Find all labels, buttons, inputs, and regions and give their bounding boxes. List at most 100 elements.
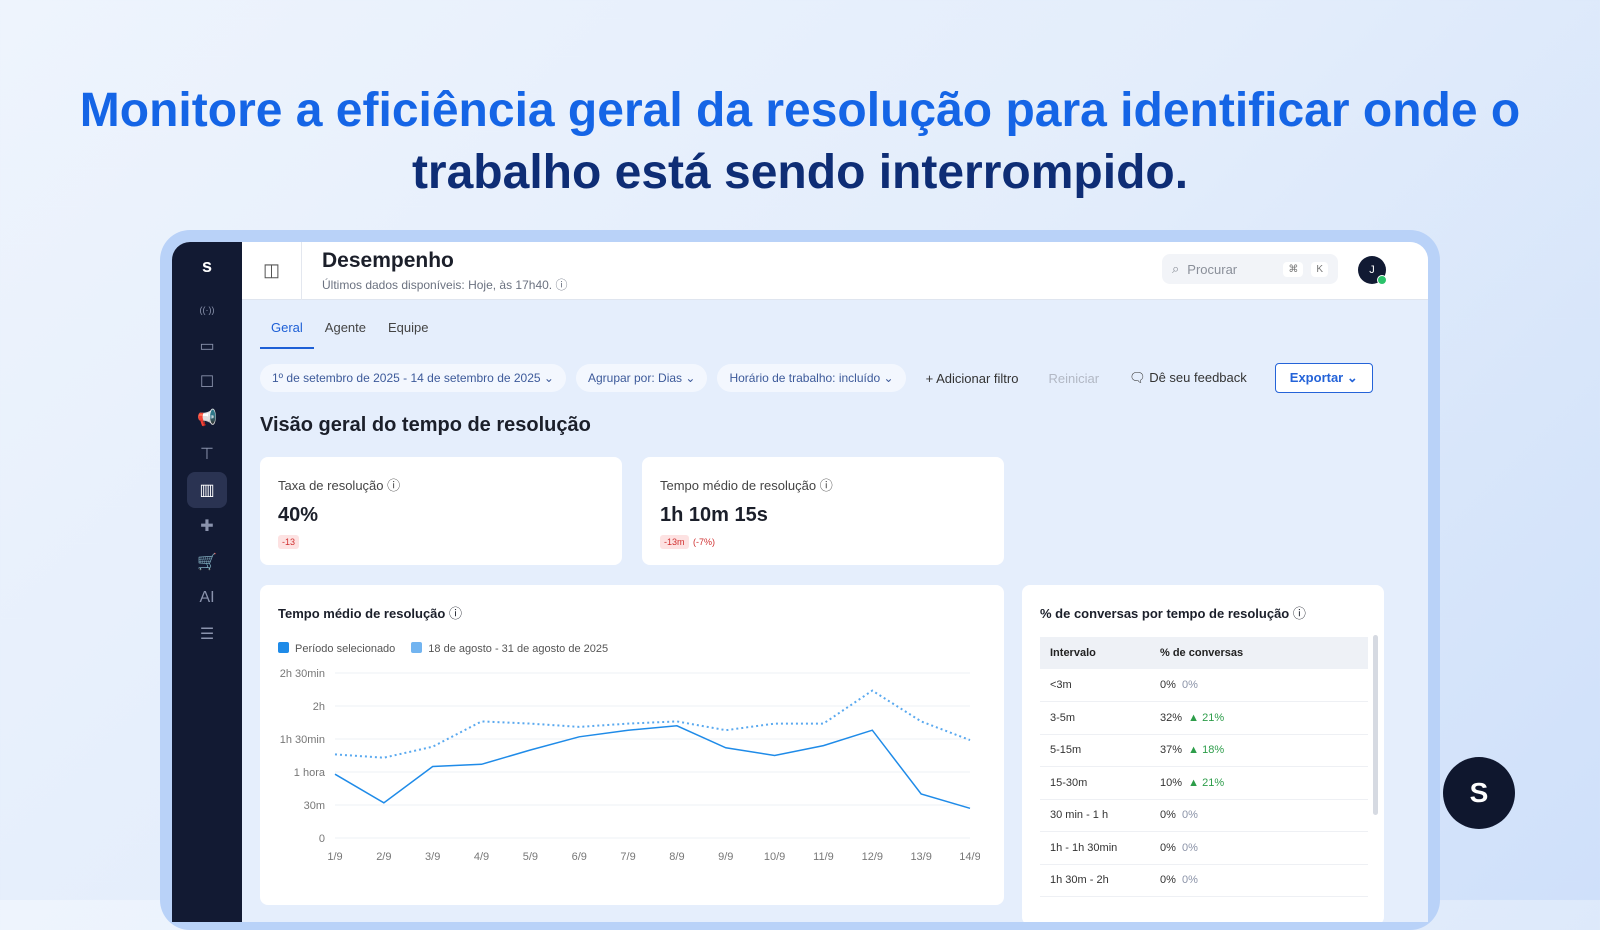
avatar[interactable]: J: [1358, 256, 1386, 284]
kpi-delta-percent: (-7%): [693, 537, 715, 547]
x-tick-label: 10/9: [764, 851, 785, 863]
x-tick-label: 3/9: [425, 851, 440, 863]
kpi-value: 1h 10m 15s: [660, 504, 986, 527]
percent-cell: 37% ▲ 18%: [1150, 734, 1368, 767]
legend-item-previous[interactable]: 18 de agosto - 31 de agosto de 2025: [411, 642, 608, 655]
percent-change: ▲ 21%: [1188, 777, 1224, 789]
percent-value: 37%: [1160, 744, 1182, 756]
percent-cell: 0% 0%: [1150, 669, 1368, 702]
kpi-delta-badge: -13m: [660, 535, 689, 549]
contacts-icon[interactable]: ☐: [187, 364, 227, 400]
percent-value: 0%: [1160, 842, 1176, 854]
info-icon[interactable]: ⓘ: [820, 478, 833, 493]
x-tick-label: 13/9: [910, 851, 931, 863]
page-title: Desempenho: [322, 249, 568, 273]
y-tick-label: 1h 30min: [280, 734, 325, 746]
y-tick-label: 0: [319, 833, 325, 845]
legend-item-current[interactable]: Período selecionado: [278, 642, 395, 655]
scrollbar[interactable]: [1373, 635, 1378, 815]
range-cell: 15-30m: [1040, 767, 1150, 800]
percent-change: 0%: [1182, 809, 1198, 821]
search-placeholder: Procurar: [1187, 262, 1275, 277]
x-tick-label: 8/9: [669, 851, 684, 863]
kpi-card-avg-resolution-time: Tempo médio de resolução ⓘ 1h 10m 15s -1…: [642, 457, 1004, 565]
chat-launcher-button[interactable]: S: [1443, 757, 1515, 829]
percent-cell: 32% ▲ 21%: [1150, 702, 1368, 735]
y-tick-label: 1 hora: [294, 767, 326, 779]
range-cell: 1h - 1h 30min: [1040, 832, 1150, 865]
info-icon[interactable]: ⓘ: [387, 478, 400, 493]
shortcut-cmd: ⌘: [1283, 262, 1303, 277]
reports-icon[interactable]: ▥: [187, 472, 227, 508]
date-range-filter[interactable]: 1º de setembro de 2025 - 14 de setembro …: [260, 364, 566, 392]
ai-icon[interactable]: AI: [187, 580, 227, 616]
percent-value: 0%: [1160, 809, 1176, 821]
percent-change: 0%: [1182, 842, 1198, 854]
y-tick-label: 2h 30min: [280, 668, 325, 680]
percent-value: 0%: [1160, 679, 1176, 691]
percent-value: 10%: [1160, 777, 1182, 789]
x-tick-label: 9/9: [718, 851, 733, 863]
info-icon[interactable]: ⓘ: [1293, 606, 1306, 621]
range-cell: <3m: [1040, 669, 1150, 702]
series-line-1: [335, 691, 970, 758]
database-icon[interactable]: ☰: [187, 616, 227, 652]
broadcast-icon[interactable]: ((·)): [187, 292, 227, 328]
puzzle-icon[interactable]: ✚: [187, 508, 227, 544]
chart-card: Tempo médio de resolução ⓘ Período selec…: [260, 585, 1004, 905]
table-row: 1h - 1h 30min 0% 0%: [1040, 832, 1368, 865]
x-tick-label: 11/9: [813, 851, 834, 863]
tab-geral[interactable]: Geral: [260, 312, 314, 349]
working-hours-label: Horário de trabalho: incluído: [729, 371, 880, 385]
chevron-down-icon: ⌄: [884, 371, 894, 385]
y-tick-label: 30m: [304, 800, 325, 812]
percent-change: ▲ 21%: [1188, 712, 1224, 724]
range-cell: 5-15m: [1040, 734, 1150, 767]
kpi-value: 40%: [278, 504, 604, 527]
workflow-icon[interactable]: ⊤: [187, 436, 227, 472]
distribution-card: % de conversas por tempo de resolução ⓘ …: [1022, 585, 1384, 922]
percent-value: 32%: [1160, 712, 1182, 724]
info-icon[interactable]: ⓘ: [449, 606, 462, 621]
date-range-label: 1º de setembro de 2025 - 14 de setembro …: [272, 371, 541, 385]
megaphone-icon[interactable]: 📢: [187, 400, 227, 436]
logo: s: [202, 256, 212, 292]
info-icon[interactable]: ⓘ: [555, 278, 567, 292]
export-button[interactable]: Exportar ⌄: [1275, 363, 1373, 393]
add-filter-label: Adicionar filtro: [936, 371, 1018, 386]
working-hours-filter[interactable]: Horário de trabalho: incluído ⌄: [717, 364, 905, 392]
inbox-icon[interactable]: ▭: [187, 328, 227, 364]
sidebar-toggle-icon[interactable]: ◫: [242, 242, 302, 300]
y-tick-label: 2h: [313, 701, 325, 713]
group-by-filter[interactable]: Agrupar por: Dias ⌄: [576, 364, 707, 392]
percent-cell: 0% 0%: [1150, 799, 1368, 832]
column-header[interactable]: % de conversas: [1150, 637, 1368, 669]
search-input[interactable]: ⌕Procurar⌘K: [1162, 254, 1338, 284]
feedback-icon: 🗨: [1129, 370, 1146, 385]
column-header[interactable]: Intervalo: [1040, 637, 1150, 669]
kpi-label: Tempo médio de resolução: [660, 478, 816, 493]
reset-button[interactable]: Reiniciar: [1038, 371, 1109, 386]
add-filter-button[interactable]: + Adicionar filtro: [916, 371, 1029, 386]
feedback-button[interactable]: 🗨 Dê seu feedback: [1119, 370, 1257, 386]
tab-agente[interactable]: Agente: [314, 312, 377, 349]
kpi-delta-badge: -13: [278, 535, 299, 549]
range-cell: 3-5m: [1040, 702, 1150, 735]
group-by-label: Agrupar por: Dias: [588, 371, 682, 385]
range-cell: 30 min - 1 h: [1040, 799, 1150, 832]
percent-change: 0%: [1182, 874, 1198, 886]
kpi-card-resolution-rate: Taxa de resolução ⓘ 40% -13: [260, 457, 622, 565]
headline: Monitore a eficiência geral da resolução…: [0, 80, 1600, 204]
x-tick-label: 2/9: [376, 851, 391, 863]
x-tick-label: 12/9: [862, 851, 883, 863]
tab-equipe[interactable]: Equipe: [377, 312, 439, 349]
table-row: 15-30m 10% ▲ 21%: [1040, 767, 1368, 800]
cart-icon[interactable]: 🛒: [187, 544, 227, 580]
legend-label: Período selecionado: [295, 643, 395, 655]
